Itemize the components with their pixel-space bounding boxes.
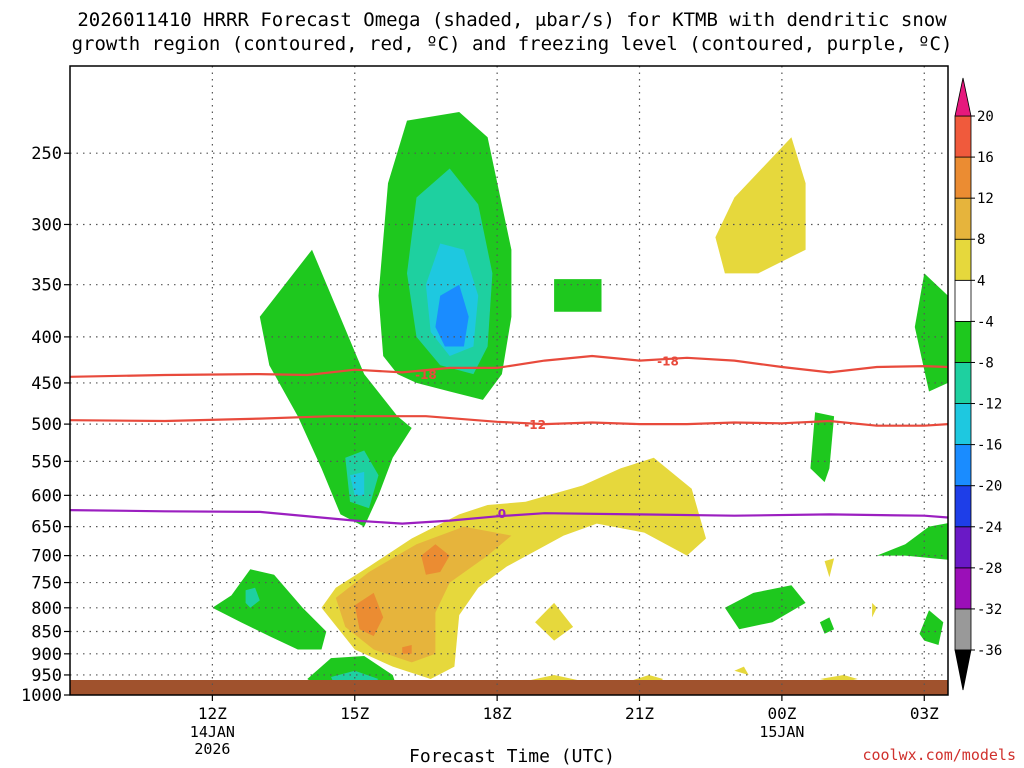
colorbar-label-8: 8	[977, 232, 985, 248]
omega-region-30	[872, 602, 877, 618]
xtick-label-12Z: 12Z	[198, 704, 227, 723]
xtick-label-15Z: 15Z	[340, 704, 369, 723]
omega-region-23	[715, 137, 806, 274]
colorbar-band--36	[954, 608, 972, 651]
xtick-label-21Z: 21Z	[625, 704, 654, 723]
omega-region-13	[724, 585, 806, 630]
contour-layer: -18 -18 -12 0	[70, 354, 948, 525]
colorbar-band--12	[954, 362, 972, 404]
dendritic-contour--18-label-1: -18	[657, 355, 679, 369]
ytick-label-400: 400	[31, 328, 62, 348]
colorbar-label--28: -28	[977, 561, 1002, 577]
plot-border	[69, 65, 949, 696]
dendritic-contour--18-label-0: -18	[415, 368, 437, 382]
colorbar-band--8	[954, 320, 972, 363]
dendritic-contour--12-label-0: -12	[524, 418, 546, 432]
colorbar-label--32: -32	[977, 602, 1002, 618]
ytick-label-700: 700	[31, 547, 62, 567]
omega-region-24	[535, 602, 574, 641]
colorbar-band--24	[954, 485, 972, 528]
omega-region-17	[876, 523, 948, 560]
ytick-label-250: 250	[31, 144, 62, 164]
ytick-label-850: 850	[31, 622, 62, 642]
omega-region-29	[734, 666, 749, 675]
colorbar-band--20	[954, 444, 972, 487]
freezing-level-contour	[70, 509, 948, 525]
ytick-label-750: 750	[31, 574, 62, 594]
ytick-label-550: 550	[31, 452, 62, 472]
colorbar-label--4: -4	[977, 314, 994, 330]
colorbar-label-4: 4	[977, 273, 985, 289]
colorbar-under-triangle	[954, 649, 972, 691]
x-axis-title: Forecast Time (UTC)	[409, 746, 615, 767]
xtick-sublabel-2026: 2026	[194, 740, 230, 758]
ytick-label-1000: 1000	[21, 686, 62, 706]
plot-frame	[69, 65, 949, 696]
omega-region-14	[819, 617, 835, 634]
dendritic-contour--12	[70, 415, 948, 427]
omega-region-6	[350, 471, 365, 496]
ytick-label-800: 800	[31, 599, 62, 619]
omega-region-0	[259, 249, 412, 527]
freezing-level-contour-label-0: 0	[498, 507, 506, 521]
omega-shading-layer	[212, 112, 948, 695]
y-axis: 250 300 350 400 450 500 550 600 650 700 750 800 850 9…	[21, 144, 70, 706]
omega-region-22	[402, 645, 412, 654]
ground-strip	[70, 680, 948, 695]
ytick-label-600: 600	[31, 486, 62, 506]
omega-region-28	[819, 675, 858, 684]
ytick-label-650: 650	[31, 518, 62, 538]
omega-region-7	[212, 569, 327, 650]
credit-text[interactable]: coolwx.com/models	[862, 746, 1016, 764]
dendritic-contour--18	[70, 354, 948, 378]
colorbar-band-12	[954, 156, 972, 199]
colorbar-band--4	[954, 279, 972, 322]
colorbar-label-16: 16	[977, 150, 994, 166]
ytick-label-300: 300	[31, 215, 62, 235]
xtick-sublabel-14JAN: 14JAN	[190, 723, 235, 741]
colorbar-band-4	[954, 238, 972, 281]
omega-region-16	[914, 273, 948, 392]
xtick-label-18Z: 18Z	[483, 704, 512, 723]
xtick-label-03Z: 03Z	[910, 704, 939, 723]
colorbar-label--24: -24	[977, 520, 1002, 536]
colorbar-label--8: -8	[977, 355, 994, 371]
colorbar-band-16	[954, 115, 972, 158]
colorbar-band--16	[954, 403, 972, 446]
colorbar-label--12: -12	[977, 397, 1002, 413]
omega-region-21	[421, 544, 450, 575]
chart-title-line1: 2026011410 HRRR Forecast Omega (shaded, …	[77, 9, 947, 31]
ground-layer	[70, 680, 948, 695]
ytick-label-450: 450	[31, 374, 62, 394]
colorbar-over-triangle	[954, 77, 972, 117]
chart-title-line2: growth region (contoured, red, ºC) and f…	[71, 33, 953, 55]
omega-region-8	[245, 587, 260, 608]
ytick-label-900: 900	[31, 645, 62, 665]
xtick-sublabel-15JAN: 15JAN	[759, 723, 804, 741]
grid-layer	[70, 66, 948, 695]
omega-region-4	[435, 284, 469, 347]
ytick-label-500: 500	[31, 415, 62, 435]
omega-region-15	[919, 610, 944, 645]
colorbar-label-12: 12	[977, 191, 994, 207]
omega-region-12	[810, 412, 835, 483]
omega-region-20	[354, 592, 384, 637]
colorbar-band-8	[954, 197, 972, 240]
colorbar-label--36: -36	[977, 643, 1002, 659]
ytick-label-950: 950	[31, 666, 62, 686]
colorbar-label-20: 20	[977, 109, 994, 125]
omega-region-11	[554, 279, 602, 312]
colorbar: -36 -32 -28 -24 -20 -16 -12 -8 -4 4 8 12 16 20	[954, 77, 1002, 691]
xtick-label-00Z: 00Z	[767, 704, 796, 723]
ytick-label-350: 350	[31, 276, 62, 296]
colorbar-label--16: -16	[977, 438, 1002, 454]
colorbar-band--32	[954, 567, 972, 610]
colorbar-label--20: -20	[977, 479, 1002, 495]
colorbar-band--28	[954, 526, 972, 569]
omega-region-19	[335, 526, 512, 663]
omega-region-27	[824, 558, 835, 578]
